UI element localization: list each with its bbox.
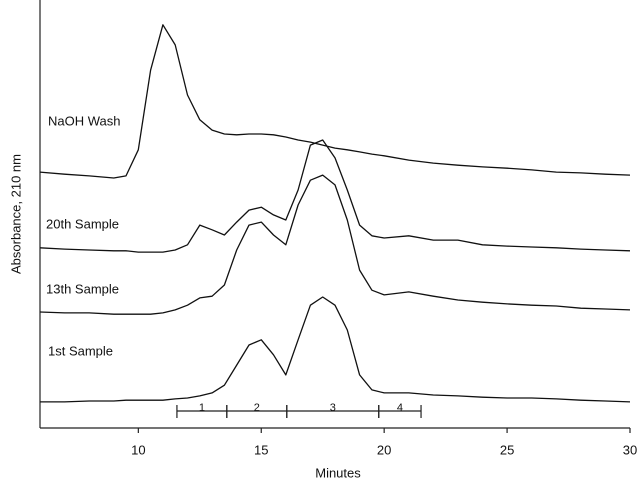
x-tick-label: 30	[623, 442, 637, 457]
trace	[40, 296, 631, 403]
trace	[39, 174, 631, 315]
y-axis-title: Absorbance, 210 nm	[8, 154, 23, 274]
trace	[39, 24, 631, 179]
trace-label: 20th Sample	[46, 216, 119, 231]
trace-label: 13th Sample	[46, 281, 119, 296]
trace	[39, 139, 631, 253]
fraction-label: 1	[199, 402, 205, 414]
x-tick-label: 15	[254, 442, 268, 457]
x-tick-label: 10	[131, 442, 145, 457]
trace-label: NaOH Wash	[48, 113, 120, 128]
fraction-label: 2	[254, 402, 260, 414]
fraction-label: 3	[330, 402, 336, 414]
x-tick-label: 20	[377, 442, 391, 457]
fraction-label: 4	[397, 402, 403, 414]
x-tick-label: 25	[500, 442, 514, 457]
x-axis-title: Minutes	[315, 465, 361, 480]
trace-label: 1st Sample	[48, 343, 113, 358]
